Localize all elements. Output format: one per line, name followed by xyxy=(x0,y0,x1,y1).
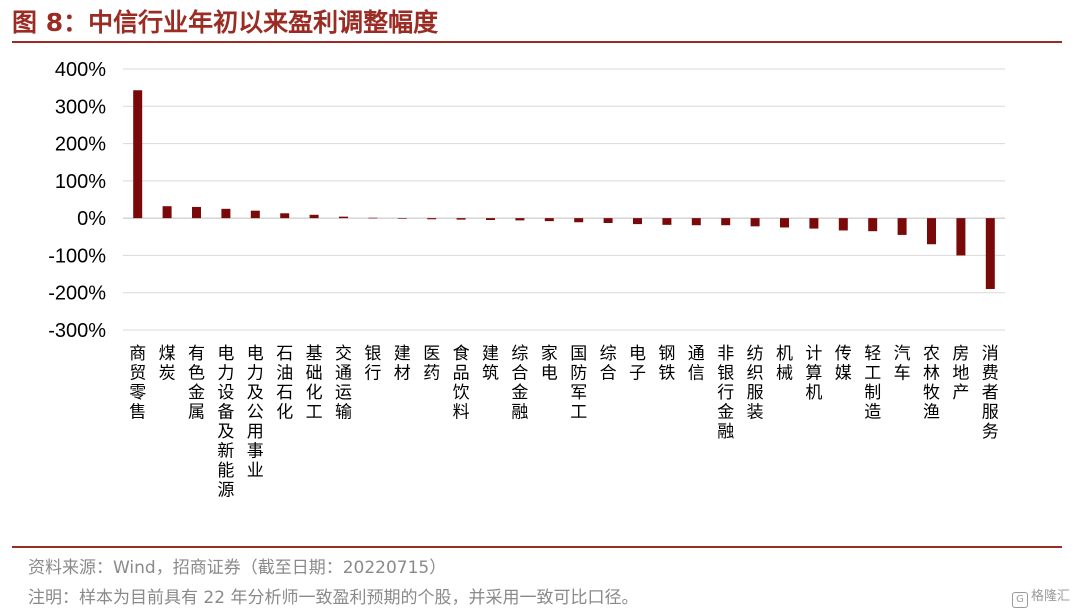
y-tick-label: -200% xyxy=(48,283,106,305)
x-category-label: 通信 xyxy=(688,344,705,384)
y-tick-label: -100% xyxy=(48,245,106,267)
bar xyxy=(397,218,407,219)
y-tick-label: 400% xyxy=(55,59,106,81)
bar xyxy=(544,218,554,222)
y-tick-label: -300% xyxy=(48,320,106,342)
x-category-label: 煤炭 xyxy=(159,344,176,384)
footer-rule xyxy=(12,546,1062,548)
y-tick-label: 0% xyxy=(77,208,106,230)
bar xyxy=(780,218,789,228)
y-tick-label: 100% xyxy=(55,171,106,193)
bar xyxy=(339,216,348,219)
x-category-label: 综合 xyxy=(600,344,617,384)
x-category-label: 食品饮料 xyxy=(453,344,470,423)
gridlines xyxy=(123,68,1005,331)
x-category-label: 消费者服务 xyxy=(982,344,999,442)
bar xyxy=(809,218,819,229)
bar xyxy=(280,213,290,219)
watermark-text: 格隆汇 xyxy=(1030,589,1070,604)
bar xyxy=(162,206,172,219)
bar xyxy=(633,218,642,225)
x-category-label: 机械 xyxy=(776,344,793,384)
x-category-label: 商贸零售 xyxy=(129,344,146,423)
title-rule xyxy=(12,41,1062,43)
x-category-label: 钢铁 xyxy=(658,344,675,384)
x-category-label: 轻工制造 xyxy=(864,344,881,423)
x-category-label: 建筑 xyxy=(482,344,499,384)
y-tick-label: 300% xyxy=(55,96,106,118)
x-category-label: 电力及公用事业 xyxy=(247,344,264,481)
bar xyxy=(985,218,995,289)
bar xyxy=(721,218,731,226)
bar xyxy=(574,218,584,223)
x-category-label: 电子 xyxy=(629,344,646,384)
bar xyxy=(603,218,613,223)
bar xyxy=(486,218,495,221)
bar xyxy=(750,218,760,227)
x-category-label: 农林牧渔 xyxy=(923,344,940,423)
bar xyxy=(838,218,848,231)
remark-note: 注明：样本为目前具有 22 年分析师一致盈利预期的个股，并采用一致可比口径。 xyxy=(28,588,639,608)
x-category-label: 汽车 xyxy=(894,344,911,384)
bar xyxy=(427,218,437,220)
x-category-label: 房地产 xyxy=(952,344,969,403)
bar xyxy=(691,218,701,226)
bar xyxy=(250,210,260,219)
bar xyxy=(868,218,878,232)
x-category-label: 电力设备及新能源 xyxy=(217,344,234,501)
y-axis-tick-labels: 400% 300% 200% 100% 0% -100% -200% -300% xyxy=(48,59,106,342)
bar xyxy=(133,90,143,219)
x-category-label: 银行 xyxy=(364,344,381,384)
bars xyxy=(133,90,995,289)
watermark: G 格隆汇 xyxy=(1011,585,1070,608)
x-category-label: 计算机 xyxy=(805,344,822,403)
bar xyxy=(515,218,525,221)
x-category-label: 家电 xyxy=(541,344,558,384)
bar xyxy=(221,208,231,219)
watermark-logo-icon: G xyxy=(1011,592,1028,608)
x-category-label: 纺织服装 xyxy=(747,344,764,423)
x-category-label: 医药 xyxy=(423,344,440,384)
x-category-label: 国防军工 xyxy=(570,344,587,423)
x-category-label: 基础化工 xyxy=(306,344,323,423)
bar xyxy=(662,218,672,225)
bar xyxy=(897,218,907,235)
x-category-label: 建材 xyxy=(394,344,411,384)
bar-chart: 400% 300% 200% 100% 0% -100% -200% -300% 商贸零售煤炭… xyxy=(48,59,1005,501)
y-tick-label: 200% xyxy=(55,134,106,156)
figure-title: 图 8：中信行业年初以来盈利调整幅度 xyxy=(12,8,439,37)
x-axis-category-labels: 商贸零售煤炭有色金属电力设备及新能源电力及公用事业石油石化基础化工交通运输银行建… xyxy=(129,344,999,501)
bar xyxy=(192,206,201,219)
bar xyxy=(927,218,936,245)
bar xyxy=(456,218,466,220)
bar xyxy=(956,218,966,256)
bar xyxy=(368,217,378,219)
x-category-label: 综合金融 xyxy=(511,344,528,423)
x-category-label: 石油石化 xyxy=(276,344,293,423)
x-category-label: 传媒 xyxy=(835,344,852,384)
x-category-label: 非银行金融 xyxy=(717,344,734,442)
source-note: 资料来源：Wind，招商证券（截至日期：20220715） xyxy=(28,558,447,578)
x-category-label: 交通运输 xyxy=(335,344,352,423)
x-category-label: 有色金属 xyxy=(188,344,205,423)
bar xyxy=(309,214,319,219)
